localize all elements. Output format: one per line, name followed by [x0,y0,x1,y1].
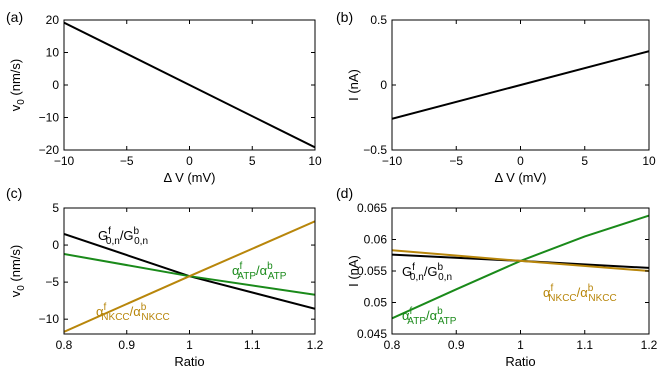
x-tick-label: 5 [581,154,588,168]
y-tick-label: −0.5 [363,143,387,157]
series-annotation-1: Gf 0,n/Gb 0,n [98,226,148,247]
series-line-1 [392,50,649,120]
x-axis-label: Δ V (mV) [163,170,215,185]
x-tick-label: 0 [186,154,193,168]
panel-label: (d) [336,185,353,201]
y-axis-label: v0 (nm/s) [8,59,27,112]
y-tick-label: 0 [52,78,59,92]
x-tick-label: 1 [186,338,193,352]
series-line-3 [64,220,315,333]
y-axis-label: v0 (nm/s) [8,245,27,298]
x-tick-label: 1.2 [307,338,324,352]
y-axis-label: I (nA) [346,69,361,101]
x-tick-label: 0.9 [118,338,135,352]
x-axis-label: Ratio [174,354,204,369]
x-tick-label: 10 [308,154,322,168]
chart-panel-3: 0.8 0.9 1 1.1 1.2 −10 −5 0 5 (c) Ratio v0 (nm/s) Gf 0… [6,185,324,369]
panel-label: (a) [6,9,23,25]
chart-panel-2: −10 −5 0 5 10 −0.5 0 0.5 (b) Δ V (mV) I (nA) [336,9,656,185]
y-tick-label: 0.065 [357,201,387,215]
x-tick-label: 5 [249,154,256,168]
y-tick-label: 20 [46,13,60,27]
y-tick-label: −10 [39,111,60,125]
y-tick-label: 0.055 [357,264,387,278]
x-tick-label: 0.9 [448,338,465,352]
panel-label: (c) [6,185,22,201]
series-annotation-2: αf ATP/αb ATP [232,261,287,282]
y-tick-label: −20 [39,143,60,157]
x-tick-label: 10 [642,154,656,168]
x-axis-label: Ratio [505,354,535,369]
y-tick-label: 5 [52,201,59,215]
series-line-3 [392,249,649,272]
x-tick-label: −5 [449,154,463,168]
x-tick-label: 0.8 [384,338,401,352]
y-tick-label: 10 [46,46,60,60]
series-line-1 [64,21,315,149]
x-tick-label: −5 [120,154,134,168]
y-tick-label: 0 [380,78,387,92]
series-annotation-2: αf NKCC/αb NKCC [543,283,617,304]
series-annotation-3: αf ATP/αb ATP [402,306,457,327]
y-tick-label: 0 [52,238,59,252]
y-tick-label: 0.06 [364,233,388,247]
x-tick-label: −10 [54,154,75,168]
series-annotation-1: Gf 0,n/Gb 0,n [402,262,452,283]
panel-label: (b) [336,9,353,25]
y-tick-label: 0.045 [357,327,387,341]
x-tick-label: 1.2 [641,338,658,352]
chart-panel-4: 0.8 0.9 1 1.1 1.2 0.045 0.05 0.055 0.06 0.065 (d) R… [336,185,658,369]
x-tick-label: −10 [382,154,403,168]
x-tick-label: 1.1 [576,338,593,352]
y-axis-label: I (nA) [346,255,361,287]
y-tick-label: 0.5 [370,13,387,27]
y-tick-label: −10 [39,312,60,326]
y-tick-label: −5 [45,275,59,289]
y-tick-label: 0.05 [364,296,388,310]
x-tick-label: 1 [517,338,524,352]
x-tick-label: 0 [517,154,524,168]
x-axis-label: Δ V (mV) [494,170,546,185]
x-tick-label: 1.1 [244,338,261,352]
x-tick-label: 0.8 [56,338,73,352]
series-annotation-3: αf NKCC/αb NKCC [96,302,170,323]
